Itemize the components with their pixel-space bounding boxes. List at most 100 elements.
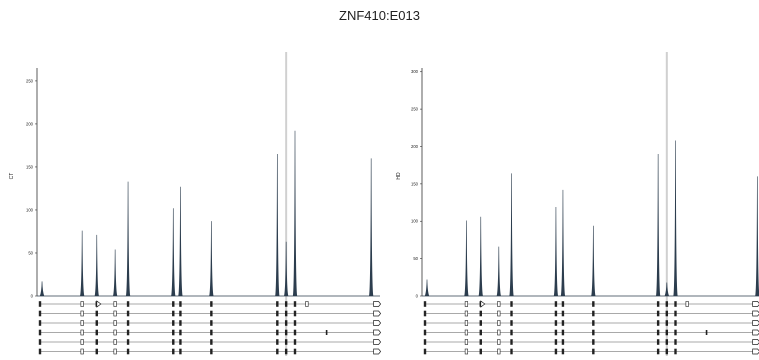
exon-last	[752, 348, 759, 355]
coverage-peak	[424, 279, 430, 296]
exon	[276, 339, 279, 345]
exon	[554, 348, 558, 355]
exon	[464, 339, 469, 345]
exon	[592, 348, 595, 355]
coverage-peak	[496, 246, 502, 296]
exon	[80, 301, 84, 307]
exon	[561, 329, 565, 336]
transcript-row	[38, 320, 382, 326]
exon	[210, 301, 213, 307]
exon	[172, 329, 175, 336]
exon	[561, 348, 565, 355]
y-tick-label: 0	[31, 293, 34, 298]
exon	[554, 301, 558, 307]
exon	[284, 329, 288, 336]
y-tick-label: 300	[411, 69, 419, 74]
coverage-peak	[560, 189, 566, 296]
exon	[113, 348, 117, 355]
exon	[179, 329, 182, 336]
exon	[479, 320, 482, 326]
exon	[656, 348, 660, 355]
exon	[276, 320, 279, 326]
exon	[210, 348, 213, 355]
exon	[554, 329, 558, 336]
coverage-peak	[368, 158, 374, 296]
transcript-row	[423, 348, 759, 355]
coverage-peak	[292, 130, 298, 296]
exon	[210, 310, 213, 317]
exon	[497, 320, 501, 326]
exon	[284, 310, 288, 317]
exon	[479, 339, 482, 345]
exon	[665, 348, 669, 355]
exon	[95, 320, 98, 326]
exon	[95, 329, 98, 336]
coverage-peak	[509, 173, 514, 296]
exon-last	[373, 301, 382, 307]
exon	[464, 329, 469, 336]
transcript-row	[423, 320, 759, 326]
exon	[179, 320, 182, 326]
exon	[38, 348, 42, 355]
coverage-peak	[275, 154, 280, 296]
exon	[510, 301, 513, 307]
transcript-row	[423, 310, 759, 317]
y-tick-label: 250	[411, 107, 419, 112]
y-tick-label: 100	[411, 219, 419, 224]
exon	[276, 329, 279, 336]
exon	[95, 339, 98, 345]
exon	[554, 320, 558, 326]
exon	[38, 310, 42, 317]
transcript-row	[423, 329, 759, 336]
exon	[423, 339, 427, 345]
coverage-peak	[79, 230, 85, 296]
exon	[592, 310, 595, 317]
exon-extra	[685, 301, 689, 307]
exon-last	[373, 310, 382, 317]
exon	[592, 301, 595, 307]
exon	[674, 320, 677, 326]
coverage-peak	[112, 249, 118, 296]
exon	[423, 329, 427, 336]
exon-last	[373, 320, 382, 326]
coverage-peak	[553, 207, 559, 296]
exon	[674, 339, 677, 345]
exon	[479, 348, 482, 355]
coverage-peak	[664, 282, 670, 296]
coverage-peak	[39, 281, 45, 296]
exon	[172, 301, 175, 307]
coverage-peak	[283, 241, 289, 296]
exon	[80, 348, 84, 355]
exon	[423, 310, 427, 317]
exon	[126, 320, 130, 326]
exon	[126, 348, 130, 355]
exon	[38, 339, 42, 345]
coverage-peak	[125, 181, 131, 296]
exon	[674, 329, 677, 336]
y-tick-label: 0	[416, 293, 419, 298]
exon	[665, 329, 669, 336]
exon	[423, 348, 427, 355]
coverage-peak	[673, 140, 678, 296]
exon	[80, 320, 84, 326]
panel-hd: 0 50 100 150 200 250 300 HD	[396, 52, 759, 356]
coverage-peak	[755, 176, 759, 296]
exon	[293, 329, 297, 336]
exon	[592, 339, 595, 345]
exon	[293, 301, 297, 307]
exon	[210, 329, 213, 336]
exon	[293, 310, 297, 317]
exon-last	[752, 339, 759, 345]
exon	[561, 339, 565, 345]
exon	[510, 310, 513, 317]
exon-arrow	[480, 300, 486, 308]
exon	[497, 339, 501, 345]
coverage-peak	[478, 216, 483, 296]
exon	[464, 320, 469, 326]
exon	[113, 339, 117, 345]
exon	[126, 310, 130, 317]
exon	[210, 339, 213, 345]
exon	[80, 310, 84, 317]
exon	[179, 310, 182, 317]
exon	[172, 320, 175, 326]
